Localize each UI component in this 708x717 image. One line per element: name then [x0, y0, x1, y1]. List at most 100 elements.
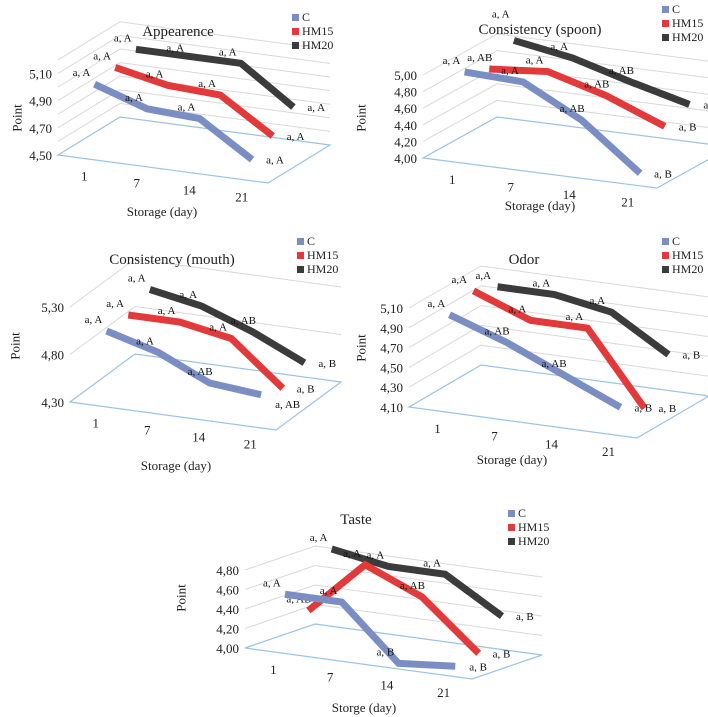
series-line-c	[447, 311, 623, 411]
data-label: a, A	[114, 32, 132, 44]
series-line-hm20	[148, 286, 307, 366]
legend: C HM15 HM20	[292, 10, 333, 52]
gridline	[57, 48, 331, 88]
gridline	[57, 89, 331, 129]
x-tick-label: 14	[563, 187, 577, 202]
legend-swatch	[292, 41, 299, 49]
data-label: a, A	[263, 577, 281, 589]
gridline	[408, 324, 708, 368]
data-label: a, A	[136, 335, 154, 347]
data-label: a, A	[307, 102, 325, 114]
data-label: a, A	[93, 50, 111, 62]
y-tick-label: 4,40	[394, 118, 417, 133]
gridline	[422, 83, 708, 126]
legend-swatch	[662, 33, 669, 41]
chart-plot: 4,10 4,30 4,50 4,70 4,90 5,10 1 7 14 21 a,A a, A a,A…	[380, 265, 708, 459]
x-tick-label: 7	[144, 423, 151, 438]
legend-label: C	[302, 10, 311, 24]
data-label: a, A	[443, 55, 461, 67]
legend-swatch	[508, 523, 515, 531]
data-label: a, B	[377, 646, 395, 658]
chart-floor	[56, 116, 332, 184]
legend-item-hm15: HM15	[508, 520, 549, 534]
chart-title: Appearence	[142, 24, 214, 40]
series-line-c	[284, 590, 456, 670]
data-label: a, A	[198, 78, 216, 90]
series-line-c	[105, 327, 262, 399]
x-tick-label: 7	[134, 176, 141, 191]
data-label: a, AB	[275, 399, 300, 411]
chart-consistency-spoon: 4,00 4,20 4,40 4,60 4,80 5,00 1 7 14 21 a, A a, A a,…	[354, 0, 708, 230]
y-tick-label: 4,30	[41, 395, 64, 410]
legend-label: HM20	[518, 534, 550, 548]
data-label: a, B	[654, 168, 672, 180]
x-tick-label: 14	[545, 436, 559, 451]
data-label: a, B	[493, 648, 511, 660]
legend-item-hm15: HM15	[292, 24, 333, 38]
x-tick-label: 1	[434, 421, 441, 436]
legend-swatch	[508, 509, 515, 517]
legend: C HM15 HM20	[662, 2, 703, 44]
gridline	[408, 285, 708, 329]
chart-title: Taste	[340, 512, 372, 528]
series-line-hm20	[135, 45, 296, 110]
legend-label: HM15	[672, 16, 704, 30]
data-label: a, A	[310, 532, 328, 544]
x-tick-label: 14	[183, 183, 197, 198]
gridline	[57, 34, 331, 74]
legend-item-hm20: HM20	[297, 262, 338, 276]
data-label: a, A	[73, 67, 91, 79]
y-axis-label: Point	[7, 332, 23, 360]
chart-title: Consistency (spoon)	[478, 22, 602, 38]
gridline	[244, 584, 543, 617]
data-label: a, A	[320, 585, 338, 597]
data-label: a,A	[452, 274, 468, 286]
series-line-hm20	[512, 37, 691, 108]
y-axis-label: Point	[353, 104, 369, 132]
gridline	[69, 258, 342, 308]
x-tick-label: 21	[621, 194, 634, 209]
gridline	[69, 305, 342, 355]
legend-item-hm15: HM15	[297, 248, 338, 262]
legend-label: C	[672, 234, 681, 248]
x-axis-label: Storge (day)	[331, 700, 397, 715]
data-label: a,A	[476, 270, 492, 282]
y-axis-label: Point	[353, 334, 369, 362]
data-label: a, A	[501, 65, 519, 77]
legend-label: C	[518, 506, 527, 520]
y-tick-label: 4,70	[380, 341, 403, 356]
data-label: a, A	[158, 305, 176, 317]
data-label: a, AB	[542, 358, 567, 370]
x-axis-label: Storage (day)	[476, 452, 548, 467]
data-label: a, A	[566, 311, 584, 323]
chart-floor	[68, 353, 343, 431]
legend-label: C	[672, 2, 681, 16]
y-tick-label: 4,20	[394, 134, 417, 149]
data-label: a, B	[469, 661, 487, 673]
legend: C HM15 HM20	[297, 234, 338, 276]
legend-swatch	[662, 237, 669, 245]
x-tick-label: 21	[235, 190, 248, 205]
legend-label: C	[307, 234, 316, 248]
data-label: a, AB	[485, 325, 510, 337]
legend-item-c: C	[662, 234, 703, 248]
y-tick-label: 4,90	[29, 94, 52, 109]
legend-swatch	[297, 237, 304, 245]
legend-item-hm20: HM20	[662, 262, 703, 276]
gridline	[57, 62, 331, 102]
gridline	[244, 545, 543, 578]
gridline	[422, 50, 708, 93]
x-tick-label: 14	[380, 677, 394, 692]
legend-label: HM15	[307, 248, 339, 262]
data-label: a, A	[179, 289, 197, 301]
series-line-c	[463, 68, 643, 176]
data-label: a, A	[343, 548, 361, 560]
legend-swatch	[292, 13, 299, 21]
chart-floor	[421, 116, 708, 189]
chart-floor	[244, 623, 543, 680]
x-tick-label: 14	[192, 430, 206, 445]
y-tick-label: 4,60	[394, 101, 417, 116]
data-label: a, A	[106, 298, 124, 310]
data-label: a, A	[533, 278, 551, 290]
